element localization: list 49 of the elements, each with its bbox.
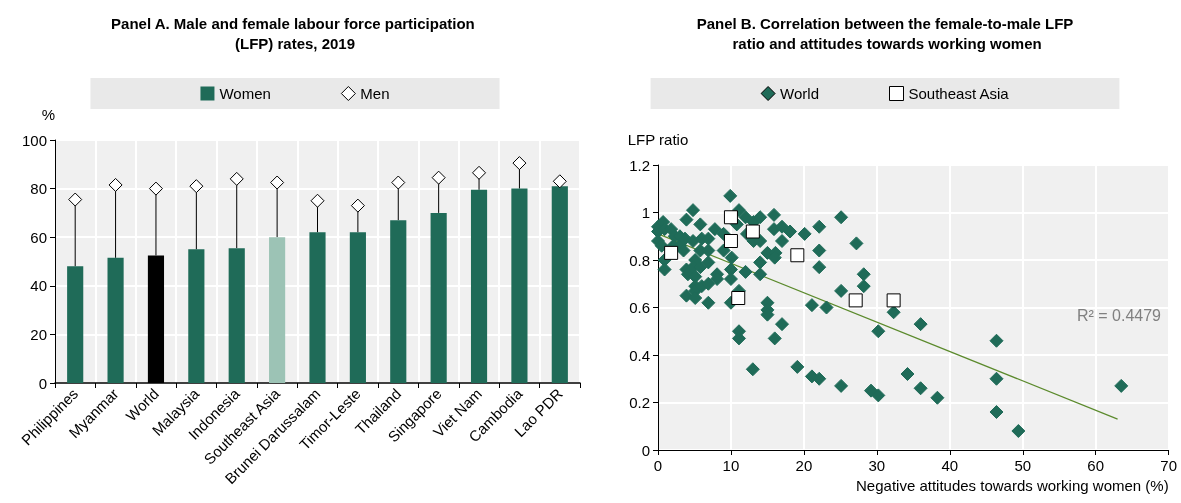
- bar: [188, 249, 205, 383]
- bar: [390, 220, 407, 383]
- y-tick-label: 20: [30, 325, 47, 343]
- y-tick-label: 1.2: [629, 156, 650, 174]
- y-tick-label: 1: [641, 204, 650, 221]
- point: [664, 245, 679, 260]
- x-tick-label: 20: [795, 457, 813, 474]
- x-axis-title: Negative attitudes towards working women (%): [856, 477, 1169, 494]
- legend-label: Women: [219, 85, 271, 102]
- chart-title: Panel A. Male and female labour force participation (LFP) rates, 2019: [111, 14, 479, 52]
- point: [848, 293, 863, 308]
- point: [731, 291, 746, 305]
- bar: [470, 189, 488, 383]
- y-tick-label: 60: [30, 228, 47, 246]
- x-tick-label: 40: [941, 457, 959, 474]
- bar: [309, 232, 326, 383]
- x-tick-label: 0: [653, 457, 663, 474]
- x-tick-label: 50: [1014, 457, 1032, 474]
- bar: [511, 188, 528, 383]
- bar: [269, 237, 286, 383]
- y-tick-label: 0.2: [629, 394, 650, 411]
- point: [886, 293, 901, 308]
- x-tick-label: 70: [1160, 457, 1177, 474]
- y-tick-label: 0.4: [629, 346, 650, 364]
- y-tick-label: 0.6: [629, 299, 650, 316]
- y-tick-label: 0.8: [629, 251, 650, 269]
- bar: [430, 212, 447, 383]
- bar: [67, 266, 84, 383]
- legend-label: Men: [360, 85, 390, 102]
- y-tick-label: 40: [30, 277, 47, 295]
- chart-title: Panel B. Correlation between the female-to-male LFP ratio and attitudes towards working women: [696, 14, 1074, 52]
- annotation: R² = 0.4479: [1076, 307, 1162, 324]
- point: [745, 224, 760, 239]
- y-axis-title: LFP ratio: [627, 131, 689, 148]
- point: [790, 248, 805, 263]
- legend-label: World: [780, 85, 820, 102]
- bar: [228, 248, 245, 383]
- x-tick-label: 60: [1087, 457, 1105, 474]
- bar: [107, 257, 124, 383]
- point: [723, 234, 738, 248]
- y-tick-label: 100: [21, 131, 47, 149]
- y-axis-title: %: [41, 106, 55, 123]
- bar: [349, 232, 366, 383]
- legend-label: Southeast Asia: [908, 85, 1010, 102]
- x-tick-label: 30: [868, 457, 886, 474]
- y-tick-label: 80: [30, 180, 47, 198]
- x-tick-label: 10: [722, 457, 740, 474]
- point: [723, 210, 738, 225]
- bar: [551, 186, 568, 383]
